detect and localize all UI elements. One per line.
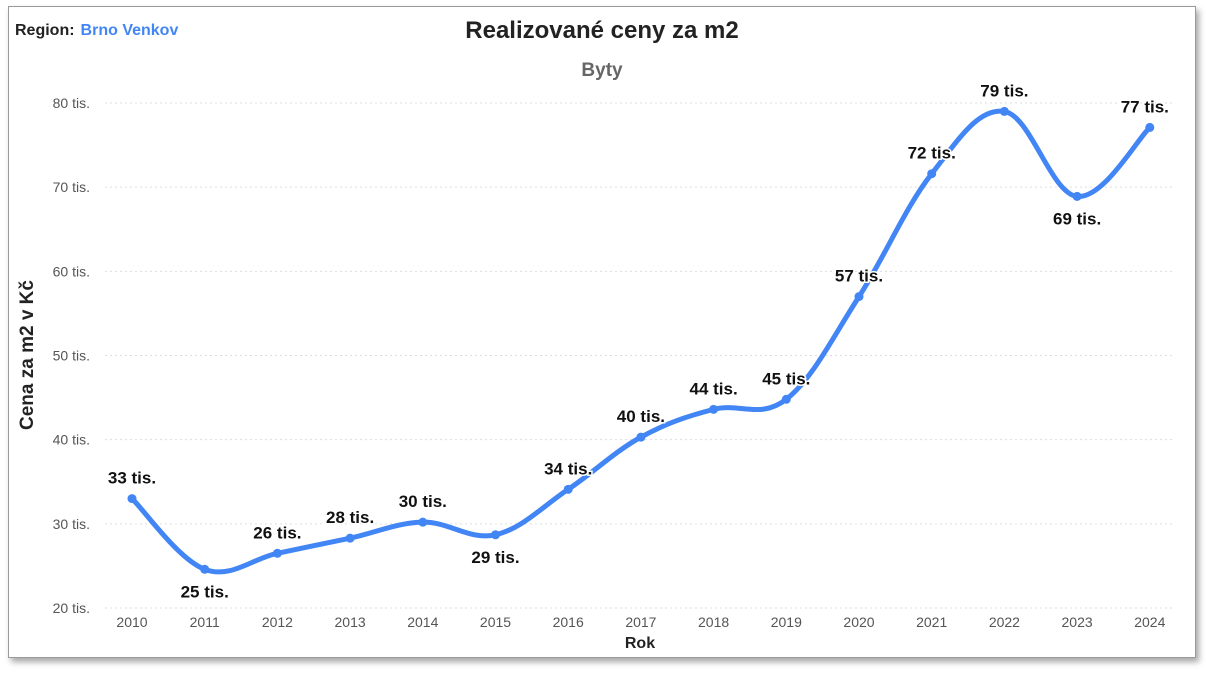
data-label: 28 tis. [326,508,374,527]
y-axis-title: Cena za m2 v Kč [17,280,38,430]
data-point [491,530,500,540]
x-tick-label: 2014 [407,614,438,630]
chart-card: Region: Brno Venkov Realizované ceny za m… [8,6,1196,658]
region-value[interactable]: Brno Venkov [80,22,179,39]
data-point [854,292,864,302]
chart-title: Realizované ceny za m2 [465,17,739,44]
x-tick-label: 2017 [625,614,656,630]
x-tick-label: 2012 [262,614,293,630]
data-point [345,533,355,543]
data-label: 40 tis. [617,407,665,426]
x-tick-label: 2010 [116,614,147,630]
data-label: 72 tis. [908,144,956,163]
data-point [1072,191,1082,201]
data-label: 26 tis. [253,523,301,542]
x-tick-label: 2015 [480,614,511,630]
data-point [636,432,646,442]
data-point [563,484,573,494]
x-tick-label: 2018 [698,614,729,630]
data-point [127,494,137,504]
data-label: 77 tis. [1121,97,1169,116]
x-axis-title: Rok [625,635,655,652]
data-label: 29 tis. [471,548,519,567]
y-tick-label: 20 tis. [53,600,90,616]
chart-subtitle: Byty [581,60,623,81]
region-filter: Region: Brno Venkov [15,22,178,40]
y-tick-label: 50 tis. [53,348,90,364]
x-tick-label: 2020 [843,614,874,630]
data-point [927,169,937,179]
y-tick-label: 80 tis. [53,95,90,111]
y-tick-label: 40 tis. [53,432,90,448]
data-point [200,564,210,574]
x-tick-label: 2019 [771,614,802,630]
data-label: 45 tis. [762,369,810,388]
x-tick-label: 2013 [335,614,366,630]
data-point [272,548,282,558]
data-label: 30 tis. [399,492,447,511]
x-tick-label: 2011 [190,614,220,630]
y-tick-label: 60 tis. [53,263,90,279]
data-label: 57 tis. [835,267,883,286]
data-point [999,106,1009,116]
data-label: 34 tis. [544,459,592,478]
data-label: 33 tis. [108,469,156,488]
data-label: 79 tis. [980,81,1028,100]
x-tick-label: 2023 [1062,614,1093,630]
region-label: Region: [15,22,75,39]
data-label: 44 tis. [689,379,737,398]
data-point [781,394,791,404]
x-tick-label: 2024 [1134,614,1165,630]
data-point [709,404,719,414]
x-tick-label: 2016 [553,614,584,630]
y-tick-label: 70 tis. [53,179,90,195]
data-point [1145,122,1155,132]
data-point [418,517,428,527]
x-tick-label: 2021 [916,614,947,630]
x-tick-label: 2022 [989,614,1020,630]
series-line [129,108,1153,575]
data-label: 69 tis. [1053,209,1101,228]
data-label: 25 tis. [181,582,229,601]
y-tick-label: 30 tis. [53,516,90,532]
